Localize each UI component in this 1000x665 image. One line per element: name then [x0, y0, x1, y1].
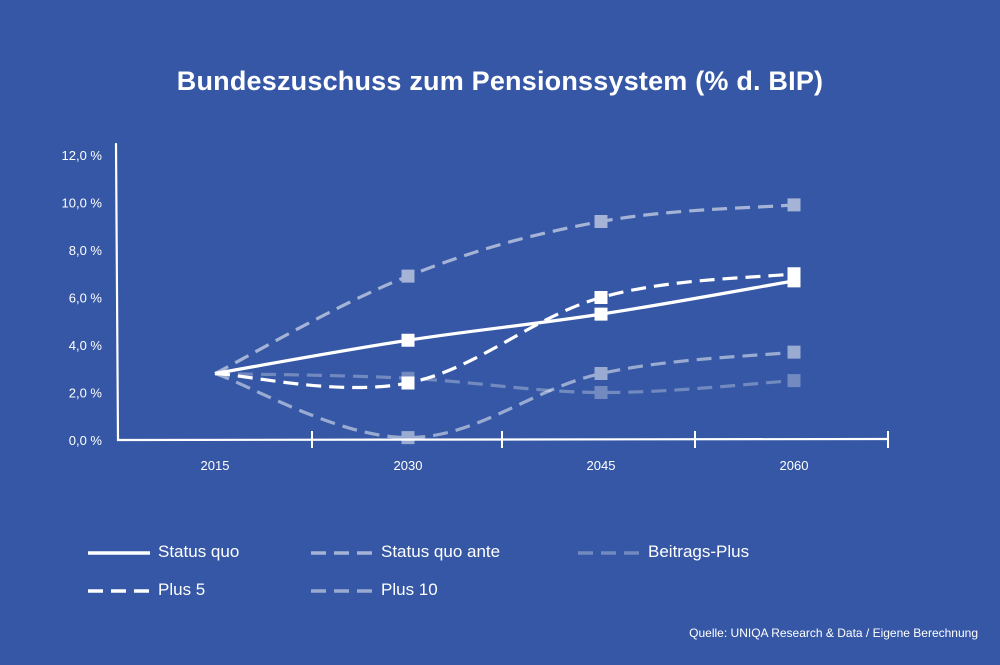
- axis-ticks: 0,0 % 2,0 % 4,0 % 6,0 % 8,0 % 10,0 % 12,0 % 201…: [62, 148, 809, 473]
- source-note: Quelle: UNIQA Research & Data / Eigene B…: [689, 626, 978, 640]
- x-tick-label: 2060: [780, 458, 809, 473]
- series-lines: [214, 198, 801, 445]
- data-point-status-quo-ante: [594, 215, 608, 228]
- axis-lines: [114, 142, 890, 442]
- data-point-beitrags-plus: [787, 374, 801, 388]
- legend-label-plus-10: Plus 10: [381, 580, 438, 599]
- y-tick-label: 10,0 %: [62, 196, 103, 211]
- series-line-beitrags-plus: [214, 371, 795, 395]
- series-line-plus-10: [214, 350, 795, 440]
- data-point-plus-10: [401, 431, 415, 445]
- data-point-status-quo: [787, 274, 801, 288]
- series-beitrags-plus: [214, 371, 801, 399]
- legend-swatch-status-quo: [88, 551, 150, 555]
- series-status-quo-ante: [214, 198, 801, 375]
- data-point-status-quo: [594, 307, 608, 321]
- legend-label-status-quo-ante: Status quo ante: [381, 542, 501, 561]
- legend-label-plus-5: Plus 5: [158, 580, 206, 599]
- series-line-plus-5: [214, 272, 795, 390]
- x-tick-label: 2030: [394, 458, 423, 473]
- y-tick-label: 6,0 %: [69, 291, 103, 306]
- series-plus-10: [214, 345, 801, 445]
- data-point-plus-5: [401, 376, 415, 390]
- y-tick-label: 8,0 %: [69, 243, 103, 258]
- y-tick-label: 4,0 %: [69, 338, 103, 353]
- series-status-quo: [214, 274, 801, 376]
- legend-label-status-quo: Status quo: [158, 542, 240, 561]
- legend-swatch-status-quo-ante: [311, 551, 373, 555]
- x-tick-label: 2045: [587, 458, 616, 473]
- y-tick-label: 12,0 %: [62, 148, 103, 163]
- series-line-status-quo-ante: [214, 203, 795, 375]
- legend-swatch-plus-10: [311, 589, 373, 593]
- data-point-beitrags-plus: [594, 386, 608, 399]
- data-point-plus-5: [594, 291, 608, 304]
- legend-label-beitrags-plus: Beitrags-Plus: [648, 542, 750, 561]
- data-point-plus-10: [594, 367, 608, 380]
- data-point-plus-10: [787, 345, 801, 359]
- data-point-status-quo-ante: [401, 269, 415, 283]
- x-tick-label: 2015: [201, 458, 230, 473]
- data-point-status-quo-ante: [787, 198, 801, 212]
- legend-swatch-beitrags-plus: [578, 551, 640, 555]
- y-tick-label: 2,0 %: [69, 386, 103, 401]
- series-line-status-quo: [214, 279, 795, 376]
- axes: [114, 142, 890, 448]
- data-point-status-quo: [401, 333, 415, 347]
- chart-title: Bundeszuschuss zum Pensionssystem (% d. …: [176, 66, 824, 96]
- y-tick-label: 0,0 %: [69, 433, 103, 448]
- legend-swatch-plus-5: [88, 589, 150, 593]
